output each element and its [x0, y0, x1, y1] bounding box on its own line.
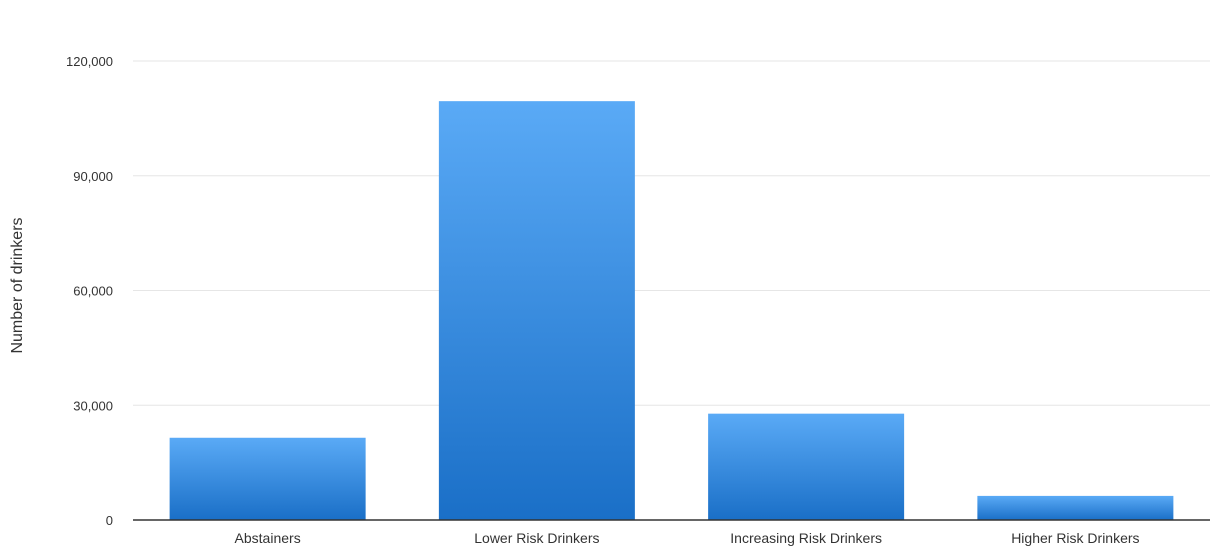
y-axis-label: Number of drinkers [9, 217, 26, 353]
y-tick-label: 0 [106, 513, 113, 528]
bar-increasing-risk-drinkers [708, 413, 905, 520]
x-category-label: Lower Risk Drinkers [474, 530, 599, 546]
bar-higher-risk-drinkers [977, 495, 1174, 520]
y-tick-label: 120,000 [66, 54, 113, 69]
y-tick-label: 30,000 [73, 398, 113, 413]
y-tick-label: 60,000 [73, 284, 113, 299]
bar-abstainers [169, 437, 366, 520]
labels: Number of drinkers 0 30,000 60,000 90,000 12… [9, 54, 1140, 546]
x-category-label: Abstainers [235, 530, 301, 546]
y-tick-label: 90,000 [73, 169, 113, 184]
x-category-label: Higher Risk Drinkers [1011, 530, 1139, 546]
bars [169, 101, 1174, 520]
bar-lower-risk-drinkers [438, 101, 635, 520]
x-category-label: Increasing Risk Drinkers [730, 530, 882, 546]
gridlines [133, 60, 1210, 406]
